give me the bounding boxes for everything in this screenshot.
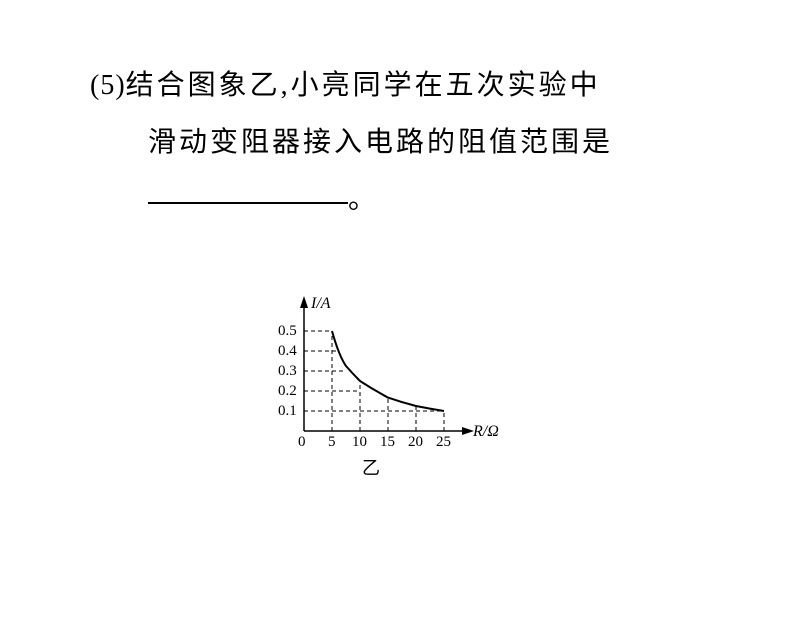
x-label-text: R/Ω: [473, 423, 499, 440]
xtick-10: 10: [352, 434, 367, 451]
question-text-3: 。: [148, 178, 710, 223]
question-line-1: (5) 结合图象乙,小亮同学在五次实验中: [90, 64, 710, 109]
ytick-0.4: 0.4: [278, 343, 297, 360]
answer-blank: [148, 202, 348, 204]
xtick-5: 5: [328, 434, 336, 451]
chart-svg: [254, 286, 554, 526]
y-label-text: I/A: [311, 295, 331, 312]
ytick-0.1: 0.1: [278, 403, 297, 420]
xtick-20: 20: [408, 434, 423, 451]
chart-caption: 乙: [362, 454, 380, 480]
origin-label: 0: [298, 434, 306, 451]
question-number: (5): [90, 70, 126, 102]
ytick-0.3: 0.3: [278, 363, 297, 380]
question-block: (5) 结合图象乙,小亮同学在五次实验中 滑动变阻器接入电路的阻值范围是 。: [90, 64, 710, 222]
ytick-0.5: 0.5: [278, 323, 297, 340]
question-text-1: 结合图象乙,小亮同学在五次实验中: [126, 64, 601, 109]
xtick-25: 25: [436, 434, 451, 451]
question-text-2: 滑动变阻器接入电路的阻值范围是: [148, 121, 710, 166]
chart-container: I/A R/Ω 0.1 0.2 0.3 0.4 0.5 0 5 10 15 20…: [254, 286, 554, 526]
y-axis-arrow: [300, 296, 308, 308]
x-axis-label: R/Ω: [473, 423, 499, 441]
xtick-15: 15: [380, 434, 395, 451]
period: 。: [348, 184, 379, 215]
ytick-0.2: 0.2: [278, 383, 297, 400]
y-axis-label: I/A: [311, 295, 331, 313]
